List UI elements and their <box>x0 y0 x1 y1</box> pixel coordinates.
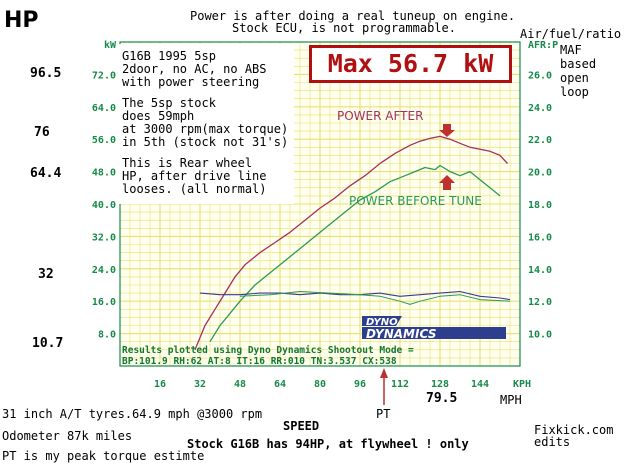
y-tick-left: 48.0 <box>92 168 116 179</box>
y-tick-right: 10.0 <box>528 330 552 341</box>
logo-stripe-icon <box>362 316 402 326</box>
hp-value-3: 64.4 <box>30 166 62 181</box>
logo-word-1: DYNO <box>366 317 398 328</box>
series-line-power-before-tune <box>209 164 501 343</box>
x-tick: 112 <box>391 379 409 390</box>
y-tick-left: 24.0 <box>92 265 116 276</box>
results-line-2: BP:101.9 RH:62 AT:8 IT:16 RR:010 TN:3.53… <box>122 356 397 367</box>
header-line-2: Stock ECU, is not programmable. <box>232 21 456 35</box>
hp-value-1: 96.5 <box>30 66 62 81</box>
x-tick: 48 <box>234 379 246 390</box>
note-line: This is Rear wheel <box>122 156 253 170</box>
x-tick: 64 <box>274 379 286 390</box>
pt-label: PT <box>376 407 391 421</box>
hp-value-2: 76 <box>34 125 50 140</box>
note-line: The 5sp stock <box>122 96 216 110</box>
axis-ticks: 8.0 16.0 24.0 32.0 40.0 48.0 56.0 64.0 72.0 kW 10.… <box>92 40 558 390</box>
hp-axis-label: HP <box>4 8 39 33</box>
chart-marks <box>194 135 511 351</box>
results-line-1: Results plotted using Dyno Dynamics Shoo… <box>122 345 414 356</box>
note-line: looses. (all normal) <box>122 182 267 196</box>
y-tick-left: 8.0 <box>98 330 116 341</box>
dyno-dynamics-logo: DYNO DYNAMICS <box>362 316 506 341</box>
pt-arrow-icon <box>380 368 388 378</box>
x-tick: 16 <box>154 379 166 390</box>
y-tick-left: 64.0 <box>92 103 116 114</box>
y-tick-left: kW <box>104 40 117 51</box>
edits-line-2: edits <box>534 435 571 449</box>
maf-line-4: loop <box>560 85 589 99</box>
y-tick-left: 32.0 <box>92 232 116 243</box>
y-tick-right: 22.0 <box>528 135 552 146</box>
hp-value-5: 10.7 <box>32 336 64 351</box>
x-tick: KPH <box>513 379 531 390</box>
x-tick: 144 <box>471 379 489 390</box>
y-tick-left: 16.0 <box>92 297 116 308</box>
series-line-power-after <box>194 135 508 351</box>
odometer-note: Odometer 87k miles <box>2 429 133 443</box>
chart-annotations: POWER AFTER POWER BEFORE TUNE <box>337 109 482 405</box>
tyres-note: 31 inch A/T tyres.64.9 mph @3000 rpm <box>2 407 263 421</box>
x-tick: 80 <box>314 379 326 390</box>
plot-frame <box>119 41 521 367</box>
y-tick-right: 20.0 <box>528 168 552 179</box>
maf-line-3: open <box>560 71 589 85</box>
y-tick-right: 16.0 <box>528 232 552 243</box>
y-tick-left: 72.0 <box>92 70 116 81</box>
maf-line-2: based <box>560 57 597 71</box>
maf-line-1: MAF <box>560 43 582 57</box>
y-tick-right: 18.0 <box>528 200 552 211</box>
note-line: does 59mph <box>122 109 195 123</box>
y-tick-left: 56.0 <box>92 135 116 146</box>
hp-value-4: 32 <box>38 267 54 282</box>
arrow-down-icon <box>439 124 455 137</box>
results-box: Results plotted using Dyno Dynamics Shoo… <box>122 345 414 367</box>
x-tick: 32 <box>194 379 206 390</box>
note-line: in 5th (stock not 31's) <box>122 135 289 149</box>
y-tick-right: 14.0 <box>528 265 552 276</box>
logo-word-2: DYNAMICS <box>366 327 436 341</box>
header-line-1: Power is after doing a real tuneup on en… <box>190 9 516 23</box>
note-line: G16B 1995 5sp <box>122 49 216 63</box>
edits-line-1: Fixkick.com <box>534 423 614 437</box>
x-tick: 96 <box>354 379 366 390</box>
arrow-up-icon <box>439 175 455 190</box>
mph-value: 79.5 <box>426 391 458 406</box>
power-before-label: POWER BEFORE TUNE <box>349 194 482 208</box>
y-tick-right: 24.0 <box>528 103 552 114</box>
note-line: at 3000 rpm(max torque) <box>122 122 289 136</box>
afr-title: Air/fuel/ratio <box>520 27 622 41</box>
stock-note: Stock G16B has 94HP, at flywheel ! only <box>187 437 469 451</box>
note-line: 2door, no AC, no ABS <box>122 62 267 76</box>
max-power-box: Max 56.7 kW <box>309 45 512 83</box>
y-tick-right: AFR:P <box>528 40 558 51</box>
y-tick-left: 40.0 <box>92 200 116 211</box>
power-after-label: POWER AFTER <box>337 109 423 123</box>
vehicle-notes: G16B 1995 5sp 2door, no AC, no ABS with … <box>118 44 294 204</box>
note-line: with power steering <box>122 75 260 89</box>
x-tick: 128 <box>431 379 449 390</box>
y-tick-right: 26.0 <box>528 70 552 81</box>
series-line-afr-before <box>239 291 511 305</box>
pt-note: PT is my peak torque estimte <box>2 449 205 463</box>
mph-unit: MPH <box>500 393 522 407</box>
logo-bar-icon <box>362 327 506 339</box>
speed-label: SPEED <box>283 419 320 433</box>
y-tick-right: 12.0 <box>528 297 552 308</box>
note-line: HP, after drive line <box>122 169 267 183</box>
